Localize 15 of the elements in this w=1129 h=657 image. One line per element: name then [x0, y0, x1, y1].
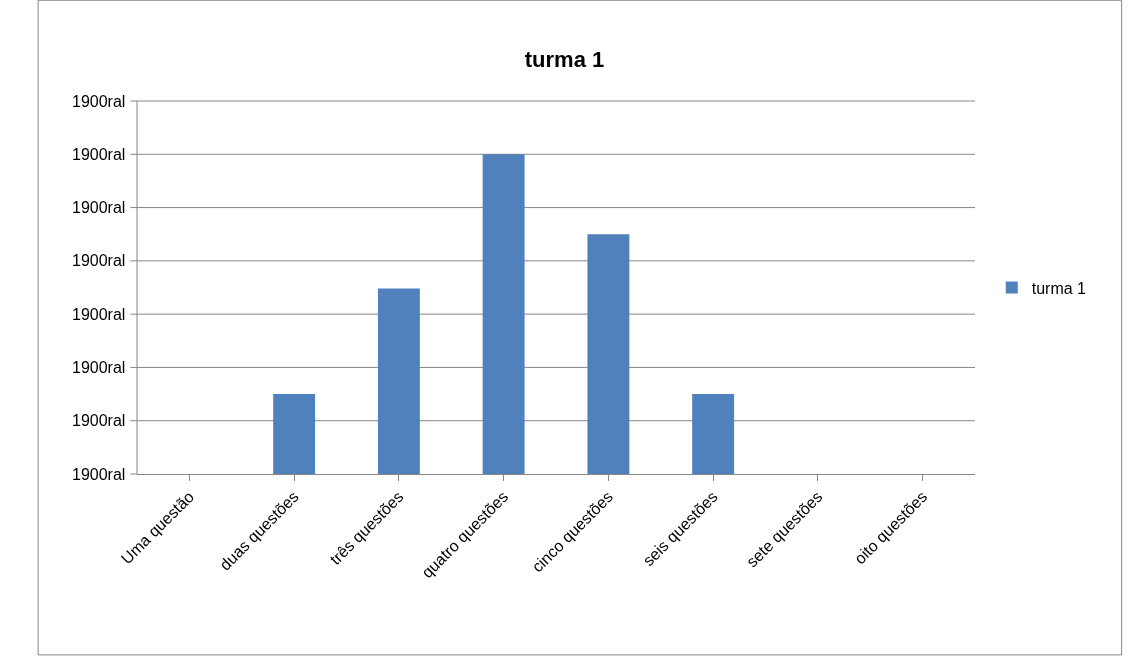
legend-label: turma 1: [1031, 279, 1087, 297]
chart-title: turma 1: [524, 46, 605, 72]
bar: [273, 394, 316, 474]
text: 1900ral: [72, 306, 126, 323]
text: 1900ral: [72, 93, 126, 110]
bar: [482, 154, 525, 474]
bar: [377, 288, 420, 474]
text: 1900ral: [72, 252, 126, 269]
bar: [692, 394, 735, 474]
text: 1900ral: [72, 199, 126, 216]
text: 1900ral: [72, 466, 126, 483]
bar: [587, 234, 630, 474]
text: 1900ral: [72, 146, 126, 163]
text: 1900ral: [72, 359, 126, 376]
text: 1900ral: [72, 412, 126, 429]
